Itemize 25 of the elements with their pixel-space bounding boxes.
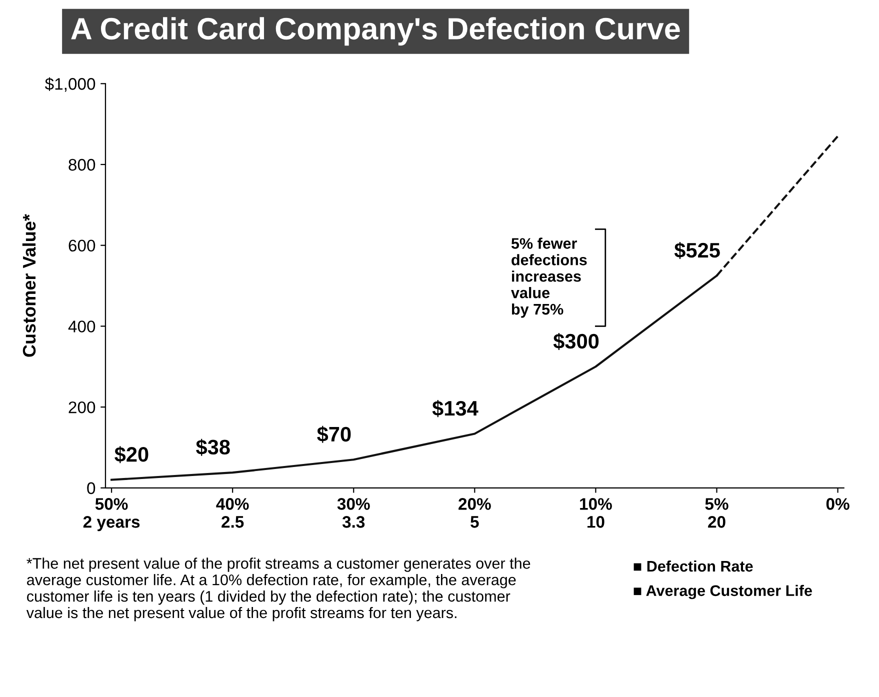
x-tick-label: 50% 2 years: [83, 498, 140, 532]
chart-title: A Credit Card Company's Defection Curve: [71, 17, 680, 46]
data-label: $20: [114, 446, 148, 464]
text: ■ Defection Rate: [634, 560, 753, 572]
data-label: $300: [553, 332, 599, 350]
y-tick-label: 600: [68, 240, 96, 252]
text: *The net present value of the profit streams a customer generates over the average customer life. At a 10% defection rate, for example, the average customer life is ten years (1 divided by the defection rate); the customer value is the net present value of the profit streams for ten years.: [26, 558, 530, 622]
y-tick-label: 200: [68, 401, 96, 414]
y-tick-label: 400: [68, 320, 96, 332]
x-tick-label: 5% 20: [705, 498, 728, 528]
y-tick-label: 800: [68, 158, 96, 171]
x-tick-label: 20% 5: [458, 498, 491, 528]
data-label: $70: [317, 426, 351, 443]
text: ■ Average Customer Life: [634, 584, 812, 600]
y-tick-label: 0: [87, 482, 96, 494]
data-label: $134: [432, 400, 478, 418]
data-label: $38: [196, 438, 230, 456]
y-axis-title: Customer Value*: [22, 214, 36, 357]
y-tick-label: $1,000: [44, 77, 96, 92]
data-label: $525: [674, 242, 720, 259]
x-tick-label: 30% 3.3: [337, 498, 370, 528]
x-tick-label: 40% 2.5: [216, 498, 249, 528]
annotation: 5% fewer defections increases value by 75%: [511, 238, 587, 318]
x-tick-label: 0%: [826, 498, 850, 510]
x-tick-label: 10% 10: [580, 498, 612, 528]
